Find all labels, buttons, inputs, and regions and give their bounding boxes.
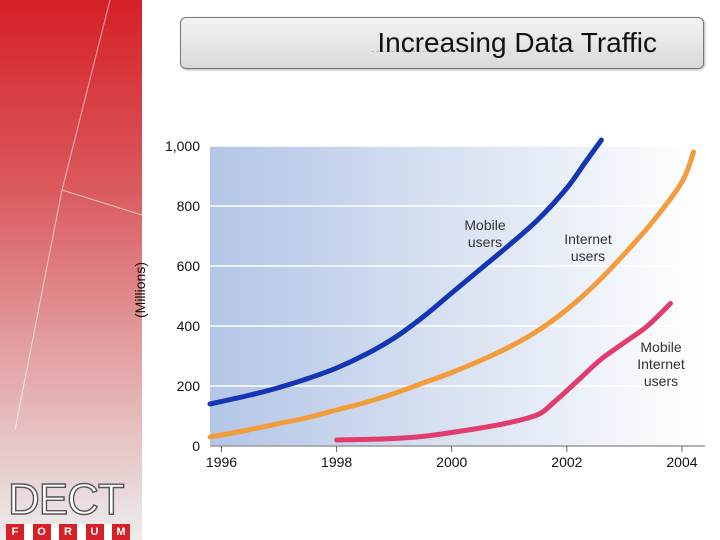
x-tick-label: 1998 — [321, 454, 352, 470]
y-tick-label: 400 — [177, 318, 201, 334]
title-box: Increasing Data Traffic — [180, 17, 704, 69]
y-tick-label: 1,000 — [165, 138, 200, 154]
mobile-users-label: Mobile users — [464, 217, 505, 250]
y-tick-label: 800 — [177, 198, 201, 214]
logo-letter: R — [59, 524, 77, 540]
title-decoration — [371, 51, 451, 52]
x-tick-label: 1996 — [206, 454, 237, 470]
x-tick-label: 2004 — [666, 454, 697, 470]
y-tick-label: 0 — [192, 438, 200, 454]
y-axis-ticks: 0 200 400 600 800 1,000 — [165, 138, 200, 454]
internet-users-line — [207, 149, 696, 440]
y-tick-label: 200 — [177, 378, 201, 394]
y-axis-label: (Millions) — [132, 262, 148, 318]
mobile-internet-users-line — [334, 301, 673, 443]
sidebar-decoration: DECT F O R U M — [0, 0, 142, 540]
mobile-users-line — [207, 137, 604, 407]
internet-users-label: Internet users — [564, 231, 612, 264]
x-tick-label: 2000 — [436, 454, 467, 470]
mobile-internet-users-label: Mobile Internet users — [637, 339, 685, 389]
logo-letter: O — [32, 524, 51, 540]
x-axis-ticks: 1996 1998 2000 2002 2004 — [206, 445, 705, 470]
logo-letter: U — [85, 524, 104, 540]
page-title: Increasing Data Traffic — [377, 27, 657, 58]
sidebar-lines — [14, 0, 142, 431]
logo-letter: M — [112, 524, 130, 540]
series-annotations: Mobile users Internet users Mobile Internet us… — [464, 217, 684, 389]
y-tick-label: 600 — [177, 258, 201, 274]
dect-forum-logo: DECT F O R U M — [6, 475, 136, 540]
logo-forum-bar: F O R U M — [6, 524, 130, 540]
logo-letter: F — [6, 524, 24, 540]
plot-area — [210, 146, 705, 446]
x-tick-label: 2002 — [551, 454, 582, 470]
logo-word: DECT — [7, 475, 125, 524]
series-lines — [207, 137, 696, 443]
